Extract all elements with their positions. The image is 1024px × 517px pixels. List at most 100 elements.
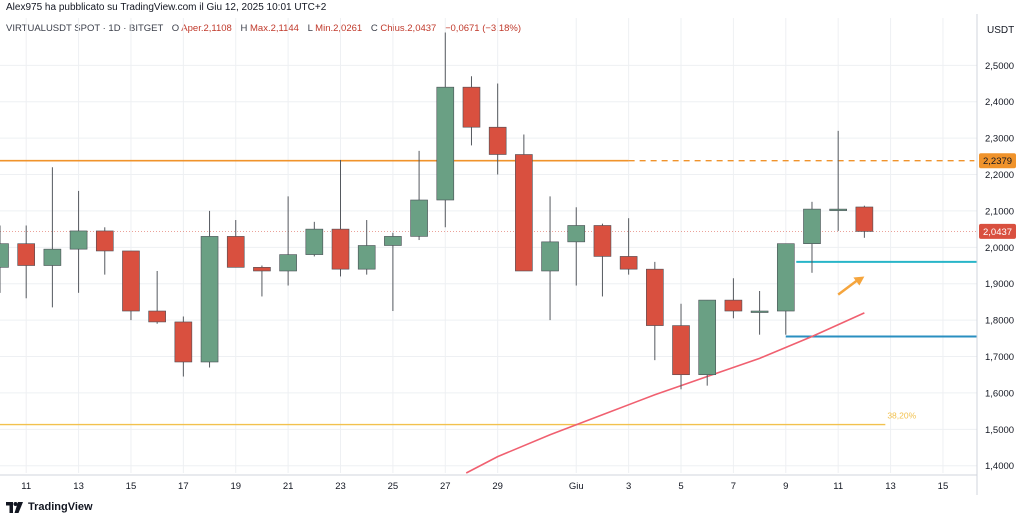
x-tick-label: 7 [731, 481, 736, 492]
symbol-label[interactable]: VIRTUALUSDT SPOT · 1D · BITGET [6, 23, 164, 34]
resistance-badge-label: 2,2379 [983, 156, 1012, 167]
y-tick-label: 1,9000 [985, 279, 1014, 290]
candle-body [646, 268, 664, 326]
moving-average-line [465, 312, 865, 474]
x-tick-label: Giu [569, 481, 584, 492]
x-tick-label: 3 [626, 481, 631, 492]
x-tick-label: 5 [678, 481, 683, 492]
price-badges: 2,2379 2,0437 [979, 153, 1016, 239]
close-value: Chius.2,0437 [380, 23, 437, 34]
level-lines: 38,20% [0, 159, 977, 426]
candle [279, 196, 297, 286]
y-tick-label: 2,3000 [985, 134, 1014, 145]
axes-layer: USDT 2,5000 2,4000 2,3000 2,2000 2,1000 2,000… [0, 14, 1014, 495]
brand-label: TradingView [28, 501, 93, 513]
y-axis-unit: USDT [987, 25, 1014, 36]
candle [69, 190, 88, 293]
last-price-badge-label: 2,0437 [983, 227, 1012, 238]
low-value: Min.2,0261 [315, 23, 363, 34]
x-tick-label: 9 [783, 481, 788, 492]
candle-body [698, 299, 717, 376]
x-tick-label: 15 [938, 481, 949, 492]
y-tick-label: 2,1000 [985, 206, 1014, 217]
fib-label: 38,20% [887, 411, 916, 421]
candle-body [174, 321, 193, 363]
trend-arrow-shaft [837, 278, 860, 296]
candle [698, 299, 717, 386]
y-tick-label: 1,4000 [985, 461, 1014, 472]
candle-body [593, 225, 612, 257]
candle [724, 278, 743, 319]
candle [619, 218, 638, 275]
candle [226, 220, 245, 268]
candle [200, 210, 219, 368]
candle-body [724, 299, 743, 312]
candle [17, 225, 35, 299]
candle-body [855, 206, 874, 232]
x-tick-label: 19 [230, 481, 241, 492]
x-tick-label: 21 [283, 481, 294, 492]
low-label: L [307, 23, 313, 34]
candle-body [331, 228, 350, 270]
last-price-badge [979, 223, 1016, 239]
candle-body [436, 86, 455, 201]
candle-body [69, 230, 88, 250]
x-tick-label: 23 [335, 481, 346, 492]
y-tick-label: 1,6000 [985, 388, 1014, 399]
x-tick-label: 13 [73, 481, 84, 492]
candle-body [776, 243, 795, 312]
trend-arrow-head [853, 276, 865, 286]
candle-body [148, 310, 166, 323]
candle [829, 130, 847, 231]
candle-body [410, 199, 428, 237]
candle [331, 159, 350, 277]
candle [541, 196, 559, 321]
close-label: C [370, 23, 378, 34]
y-tick-label: 2,2000 [985, 170, 1014, 181]
candle-body [488, 126, 507, 155]
candle-body [750, 310, 769, 313]
candle-body [95, 230, 114, 252]
x-tick-label: 11 [21, 481, 31, 492]
x-tick-label: 25 [388, 481, 399, 492]
candle [253, 265, 271, 297]
candle-body [567, 225, 586, 243]
y-tick-label: 1,7000 [985, 352, 1014, 363]
candle-body [122, 250, 140, 312]
candle-body [829, 208, 847, 211]
candle-body [672, 325, 690, 376]
y-tick-label: 2,0000 [985, 243, 1014, 254]
change-value: −0,0671 (−3,18%) [444, 23, 522, 34]
candle-body [305, 228, 324, 255]
open-value: Aper.2,1108 [181, 23, 232, 34]
candle-body [462, 86, 481, 128]
candle [122, 250, 140, 321]
candle [803, 201, 821, 273]
candle-body [226, 236, 245, 268]
grid-layer [0, 18, 977, 473]
candle [410, 150, 428, 241]
candle [672, 303, 690, 390]
candle [436, 32, 455, 228]
y-tick-label: 2,4000 [985, 97, 1014, 108]
tradingview-brand[interactable]: TradingView [6, 501, 93, 513]
candle-body [0, 243, 9, 268]
candles-layer [0, 32, 874, 390]
candle [0, 225, 9, 293]
candle [646, 261, 664, 361]
ohlc-legend: VIRTUALUSDT SPOT · 1D · BITGET O Aper.2,… [6, 23, 521, 34]
candle-body [803, 208, 821, 244]
x-tick-label: 17 [178, 481, 189, 492]
candle [776, 243, 795, 335]
moving-average-layer [465, 312, 865, 474]
candle [567, 207, 586, 286]
candle-body [515, 154, 533, 272]
x-tick-label: 11 [833, 481, 843, 492]
candle [384, 232, 402, 312]
candle-body [357, 245, 376, 270]
candle [855, 205, 874, 238]
candle [174, 316, 193, 377]
y-tick-label: 2,5000 [985, 61, 1014, 72]
candle-body [619, 256, 638, 270]
